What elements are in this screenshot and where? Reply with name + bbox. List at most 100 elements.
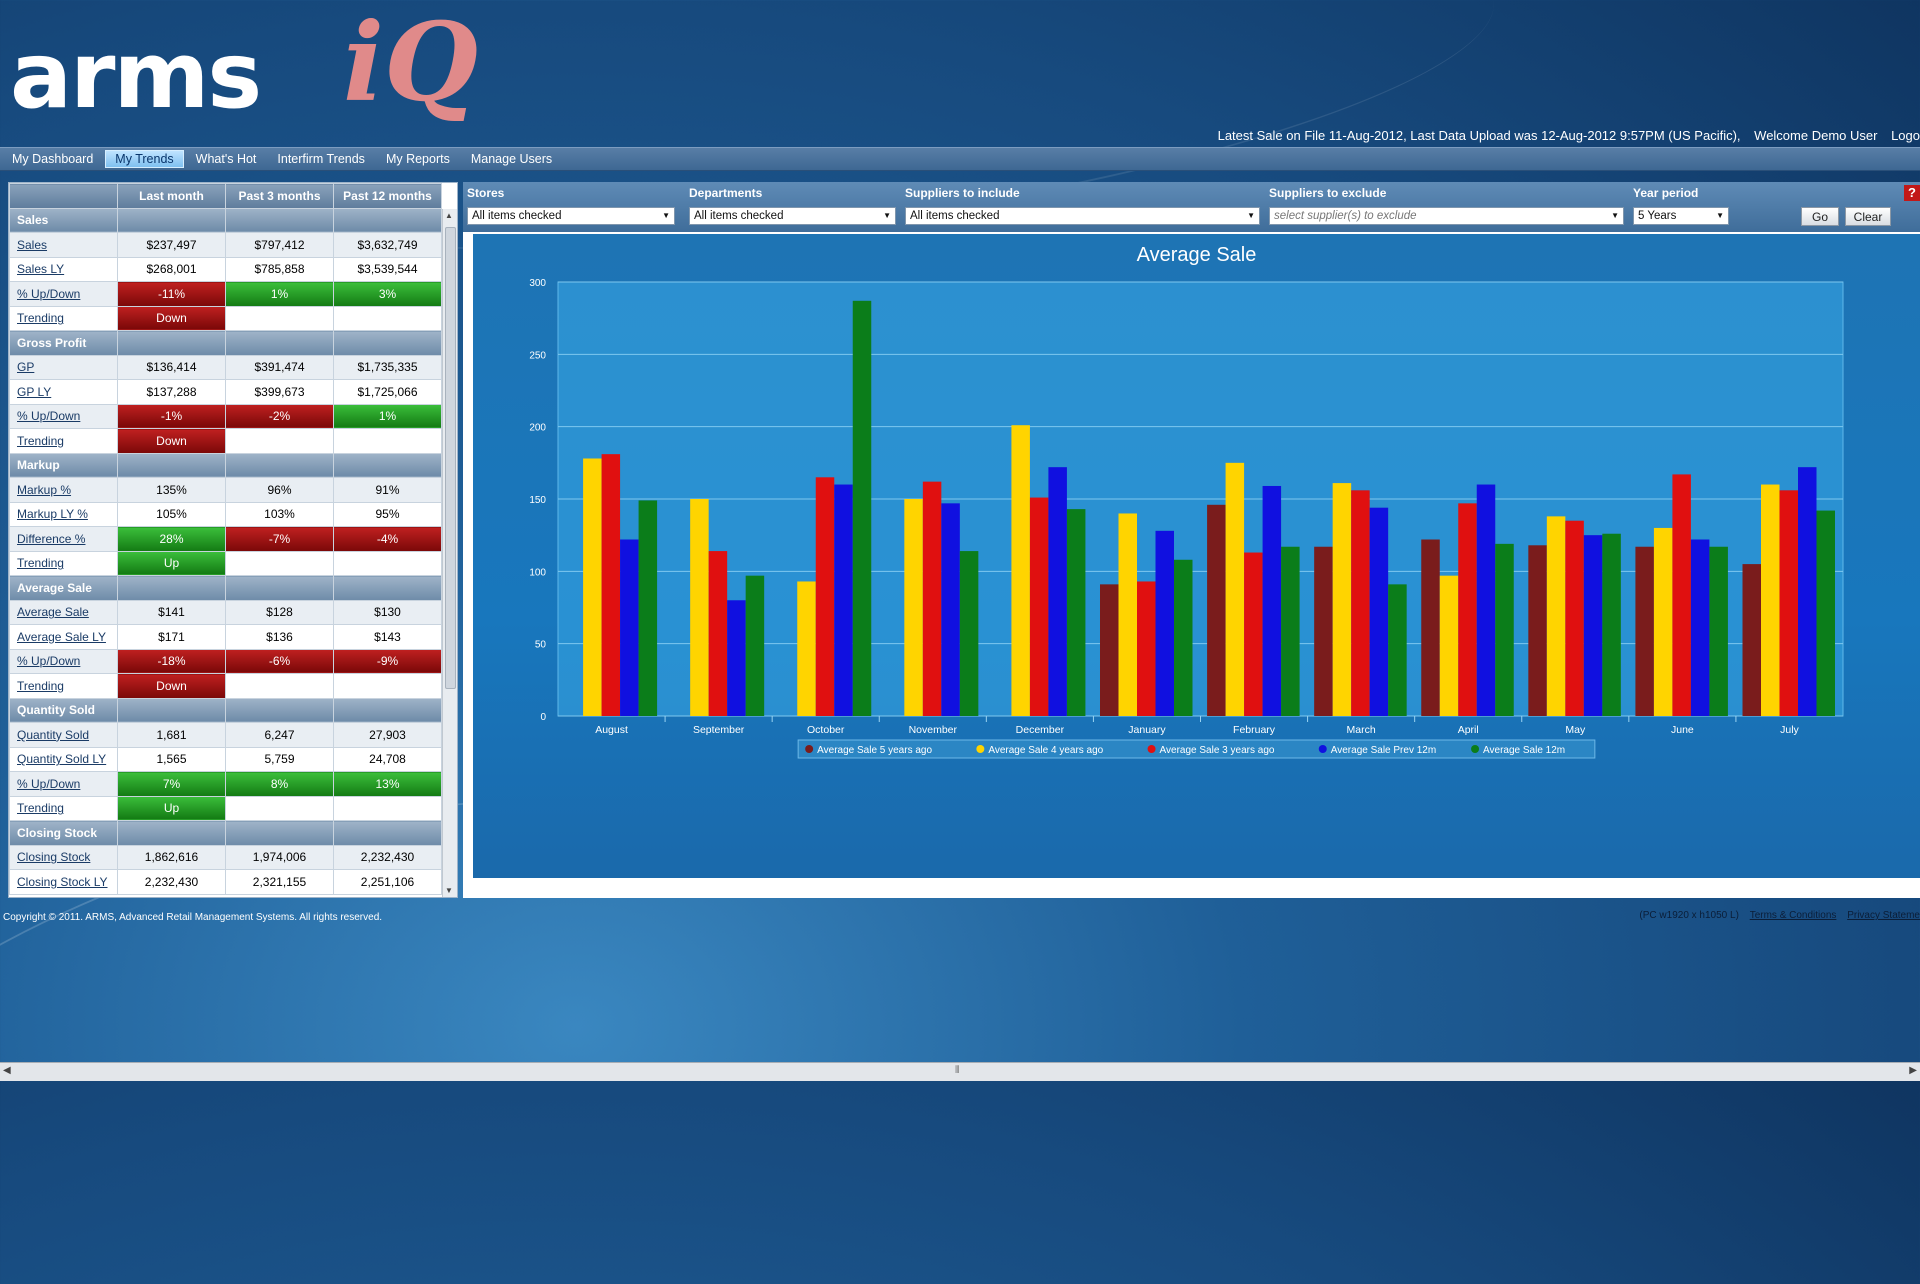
bar — [1690, 539, 1710, 716]
kpi-row: GP $136,414 $391,474 $1,735,335 — [9, 354, 442, 380]
nav-manage-users[interactable]: Manage Users — [470, 152, 553, 166]
copyright-text: Copyright © 2011. ARMS, Advanced Retail … — [3, 912, 383, 923]
kpi-row-link[interactable]: GP — [9, 354, 118, 380]
kpi-row-link[interactable]: % Up/Down — [9, 281, 118, 307]
privacy-link[interactable]: Privacy Stateme — [1847, 910, 1920, 921]
kpi-value: $237,497 — [117, 232, 226, 258]
chart-title: Average Sale — [1136, 244, 1257, 266]
kpi-row-link[interactable]: Difference % — [9, 526, 118, 552]
kpi-row-link[interactable]: Trending — [9, 305, 118, 331]
nav-interfirm-trends[interactable]: Interfirm Trends — [277, 152, 365, 166]
kpi-section-spacer — [333, 330, 442, 356]
kpi-row-link[interactable]: Quantity Sold LY — [9, 746, 118, 772]
bar — [620, 539, 639, 716]
kpi-row-link[interactable]: Trending — [9, 428, 118, 454]
scrollbar-grip-icon[interactable]: ⦀ — [955, 1065, 960, 1076]
kpi-row-link[interactable]: Sales — [9, 232, 118, 258]
bar — [1029, 497, 1049, 716]
kpi-row-link[interactable]: Average Sale — [9, 599, 118, 625]
kpi-row: Trending Up — [9, 795, 442, 821]
scroll-left-icon[interactable]: ◀ — [3, 1065, 11, 1076]
terms-link[interactable]: Terms & Conditions — [1749, 910, 1837, 921]
kpi-row-link[interactable]: % Up/Down — [9, 771, 118, 797]
scroll-right-icon[interactable]: ▶ — [1909, 1065, 1917, 1076]
bar — [745, 575, 765, 716]
kpi-row: Trending Up — [9, 550, 442, 576]
kpi-section-spacer — [225, 820, 334, 846]
kpi-header-blank — [9, 183, 118, 209]
data-upload-status: Latest Sale on File 11-Aug-2012, Last Da… — [1217, 128, 1741, 143]
chevron-down-icon: ▼ — [662, 211, 670, 220]
clear-button[interactable]: Clear — [1845, 207, 1891, 226]
kpi-row: Markup % 135% 96% 91% — [9, 477, 442, 503]
kpi-scrollbar[interactable]: ▲ ▼ — [442, 209, 457, 897]
kpi-value: $171 — [117, 624, 226, 650]
year-period-select[interactable]: 5 Years ▼ — [1633, 207, 1729, 225]
kpi-row: GP LY $137,288 $399,673 $1,725,066 — [9, 379, 442, 405]
suppliers-exclude-label: Suppliers to exclude — [1269, 186, 1387, 200]
horizontal-scrollbar[interactable]: ◀ ⦀ ▶ — [0, 1062, 1920, 1081]
kpi-row: Trending Down — [9, 673, 442, 699]
scroll-up-icon[interactable]: ▲ — [445, 211, 453, 220]
kpi-row-link[interactable]: Sales LY — [9, 256, 118, 282]
suppliers-include-select[interactable]: All items checked ▼ — [905, 207, 1260, 225]
help-icon[interactable]: ? — [1904, 185, 1920, 201]
kpi-row-link[interactable]: Markup LY % — [9, 501, 118, 527]
kpi-value: 1,974,006 — [225, 844, 334, 870]
kpi-row-link[interactable]: % Up/Down — [9, 648, 118, 674]
kpi-section-header: Sales — [9, 207, 442, 233]
nav-whats-hot[interactable]: What's Hot — [195, 152, 257, 166]
kpi-row: Sales $237,497 $797,412 $3,632,749 — [9, 232, 442, 258]
nav-my-dashboard[interactable]: My Dashboard — [12, 152, 94, 166]
kpi-row-link[interactable]: Trending — [9, 795, 118, 821]
kpi-row-link[interactable]: % Up/Down — [9, 403, 118, 429]
legend — [797, 739, 1596, 759]
kpi-value — [333, 673, 442, 699]
nav-my-reports[interactable]: My Reports — [385, 152, 450, 166]
x-tick-label: February — [1233, 724, 1276, 736]
stores-value: All items checked — [472, 210, 562, 222]
bar — [1118, 513, 1137, 716]
kpi-header-row: Last month Past 3 months Past 12 months — [9, 183, 442, 209]
scrollbar-thumb[interactable] — [445, 227, 456, 689]
kpi-row-link[interactable]: GP LY — [9, 379, 118, 405]
kpi-row-link[interactable]: Closing Stock LY — [9, 869, 118, 895]
kpi-value: 1% — [225, 281, 334, 307]
kpi-section-title: Closing Stock — [9, 820, 118, 846]
stores-label: Stores — [467, 186, 505, 200]
y-tick-label: 200 — [529, 423, 546, 434]
kpi-row-link[interactable]: Trending — [9, 550, 118, 576]
y-tick-label: 50 — [535, 640, 547, 651]
chevron-down-icon: ▼ — [1716, 211, 1724, 220]
suppliers-include-label: Suppliers to include — [905, 186, 1020, 200]
scroll-down-icon[interactable]: ▼ — [445, 886, 453, 895]
kpi-row: Difference % 28% -7% -4% — [9, 526, 442, 552]
kpi-value: 13% — [333, 771, 442, 797]
stores-select[interactable]: All items checked ▼ — [467, 207, 675, 225]
go-button[interactable]: Go — [1801, 207, 1839, 226]
nav-my-trends[interactable]: My Trends — [105, 150, 184, 168]
filter-bar: Stores All items checked ▼ Departments Al… — [463, 182, 1920, 232]
suppliers-exclude-select[interactable]: select supplier(s) to exclude ▼ — [1269, 207, 1624, 225]
bar — [1565, 520, 1584, 716]
kpi-value: 1,862,616 — [117, 844, 226, 870]
bar — [1761, 484, 1780, 716]
kpi-section-title: Gross Profit — [9, 330, 118, 356]
kpi-row-link[interactable]: Closing Stock — [9, 844, 118, 870]
bar — [1048, 467, 1067, 716]
logout-link[interactable]: Logo — [1891, 128, 1920, 143]
kpi-row-link[interactable]: Average Sale LY — [9, 624, 118, 650]
kpi-row: % Up/Down 7% 8% 13% — [9, 771, 442, 797]
kpi-table: Last month Past 3 months Past 12 months Sal… — [9, 183, 442, 895]
kpi-row: Average Sale $141 $128 $130 — [9, 599, 442, 625]
kpi-row-link[interactable]: Quantity Sold — [9, 722, 118, 748]
kpi-value: 28% — [117, 526, 226, 552]
kpi-row-link[interactable]: Trending — [9, 673, 118, 699]
departments-select[interactable]: All items checked ▼ — [689, 207, 896, 225]
chevron-down-icon: ▼ — [1611, 211, 1619, 220]
bar — [1262, 485, 1282, 716]
logo-accent: iQ — [343, 0, 479, 126]
bar — [1351, 490, 1370, 716]
kpi-row-link[interactable]: Markup % — [9, 477, 118, 503]
kpi-column-header: Last month — [117, 183, 226, 209]
